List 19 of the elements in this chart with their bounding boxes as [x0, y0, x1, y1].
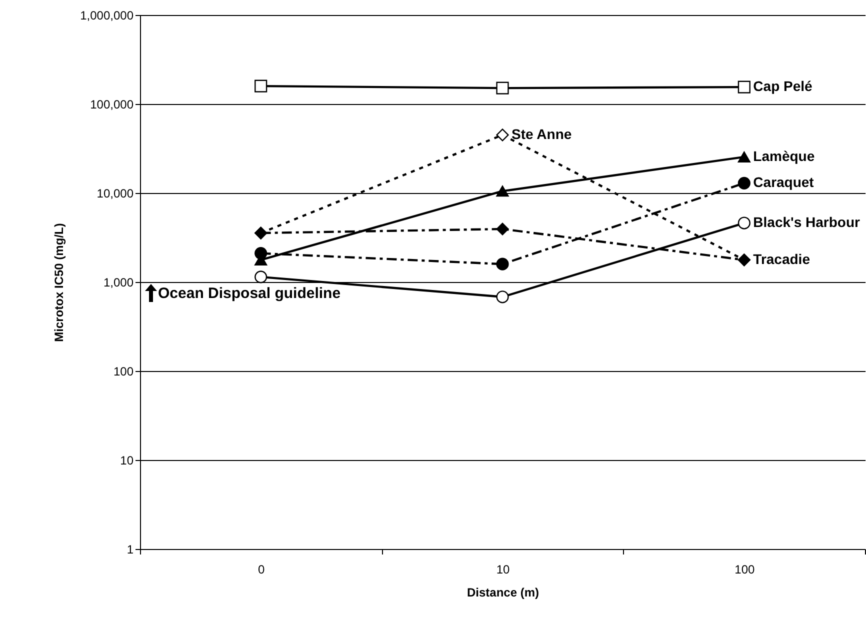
series-label: Black's Harbour — [753, 214, 861, 230]
y-tick-label: 10,000 — [96, 186, 134, 200]
y-tick-label: 10 — [120, 454, 134, 468]
annotation: Ocean Disposal guideline — [158, 285, 341, 302]
x-tick-label: 10 — [496, 562, 510, 576]
x-axis-title: Distance (m) — [466, 586, 540, 600]
y-tick-label: 1,000 — [103, 276, 134, 290]
y-tick-label: 100,000 — [90, 98, 134, 112]
y-tick-label: 100 — [113, 364, 134, 378]
y-tick-label: 1,000,000 — [80, 8, 134, 22]
series-label: Lamèque — [753, 148, 815, 164]
y-axis-title: Microtox IC50 (mg/L) — [52, 223, 66, 342]
x-tick-label: 100 — [734, 562, 755, 576]
series-label: Cap Pelé — [753, 78, 813, 94]
y-tick-label: 1 — [126, 542, 134, 556]
x-tick-label: 0 — [258, 562, 265, 576]
series-label: Caraquet — [753, 174, 814, 190]
series-label: Tracadie — [753, 250, 810, 267]
series-label: Ste Anne — [512, 126, 572, 142]
